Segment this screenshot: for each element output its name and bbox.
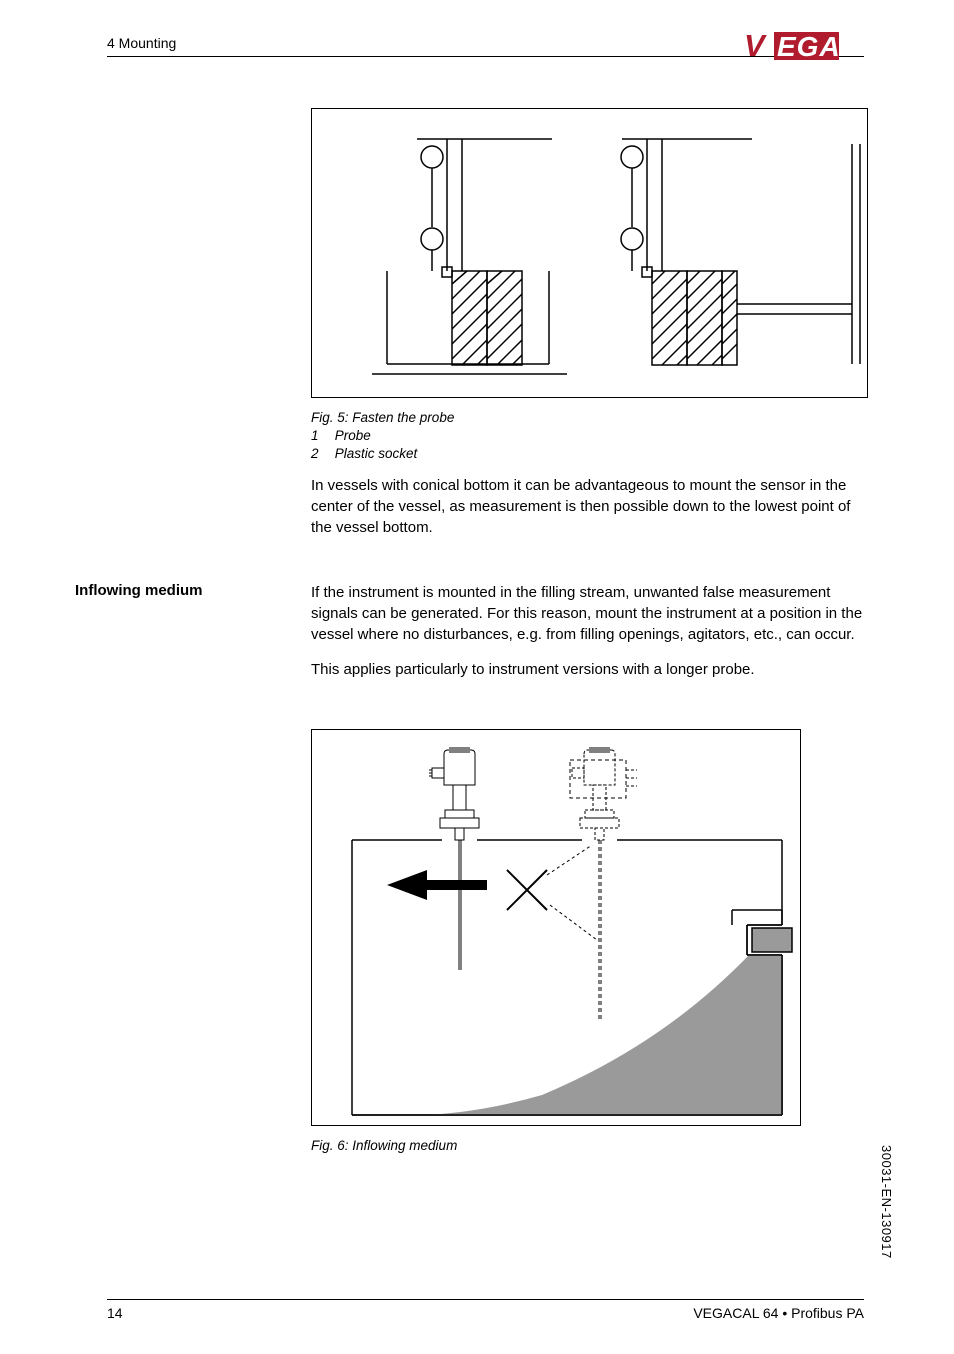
figure-6-box (311, 729, 801, 1126)
figure-6-caption: Fig. 6: Inflowing medium (311, 1138, 867, 1153)
figure-5-box (311, 108, 868, 398)
svg-text:EGA: EGA (777, 31, 841, 62)
svg-text:V: V (744, 30, 767, 62)
paragraph-1: In vessels with conical bottom it can be… (311, 475, 867, 538)
page-footer: 14 VEGACAL 64 • Profibus PA (107, 1299, 864, 1321)
side-heading-inflowing: Inflowing medium (75, 582, 203, 599)
figure-5-caption: Fig. 5: Fasten the probe (311, 410, 867, 425)
figure-5-legend-1: 1 Probe (311, 428, 867, 443)
figure-5-legend-2: 2 Plastic socket (311, 446, 867, 461)
paragraph-3: This applies particularly to instrument … (311, 659, 867, 680)
page-number: 14 (107, 1305, 123, 1321)
doc-id: 30031-EN-130917 (879, 1145, 894, 1259)
paragraph-2: If the instrument is mounted in the fill… (311, 582, 867, 645)
vega-logo: V EGA (744, 30, 864, 67)
section-title: 4 Mounting (107, 35, 176, 51)
product-name: VEGACAL 64 • Profibus PA (693, 1305, 864, 1321)
